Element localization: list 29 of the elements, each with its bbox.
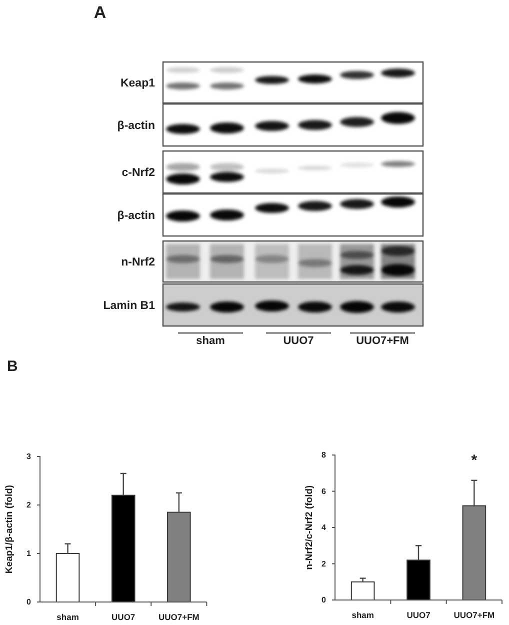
text: UUO7+FM xyxy=(356,335,409,347)
x-tick-label: sham xyxy=(352,610,374,620)
text: Lamin B1 xyxy=(103,300,156,312)
y-tick-label: 0 xyxy=(26,598,32,607)
text: sham xyxy=(196,335,226,347)
text: c-Nrf2 xyxy=(122,167,155,179)
x-tick-label: UUO7+FM xyxy=(454,610,495,620)
text: Keap1 xyxy=(120,78,156,90)
text: A xyxy=(94,3,106,22)
text: B xyxy=(7,358,18,375)
x-tick-label: UUO7 xyxy=(406,610,431,620)
y-axis-title: Keap1/β-actin (fold) xyxy=(4,484,15,574)
y-tick-label: 3 xyxy=(26,452,32,462)
text: UUO7 xyxy=(283,335,314,347)
text: β-actin xyxy=(117,210,155,222)
y-tick-label: 1 xyxy=(26,549,32,558)
y-tick-label: 0 xyxy=(322,596,327,605)
text: n-Nrf2 xyxy=(121,256,155,268)
y-axis-title: n-Nrf2/c-Nrf2 (fold) xyxy=(304,485,315,570)
y-tick-label: 2 xyxy=(322,559,327,568)
text: β-actin xyxy=(117,120,155,132)
y-tick-label: 8 xyxy=(322,450,327,460)
annotation: * xyxy=(471,452,478,469)
x-tick-label: UUO7+FM xyxy=(158,612,200,622)
x-tick-label: sham xyxy=(56,612,80,622)
y-tick-label: 6 xyxy=(322,486,327,496)
y-tick-label: 4 xyxy=(322,523,327,532)
x-tick-label: UUO7 xyxy=(112,612,136,622)
y-tick-label: 2 xyxy=(26,500,32,510)
